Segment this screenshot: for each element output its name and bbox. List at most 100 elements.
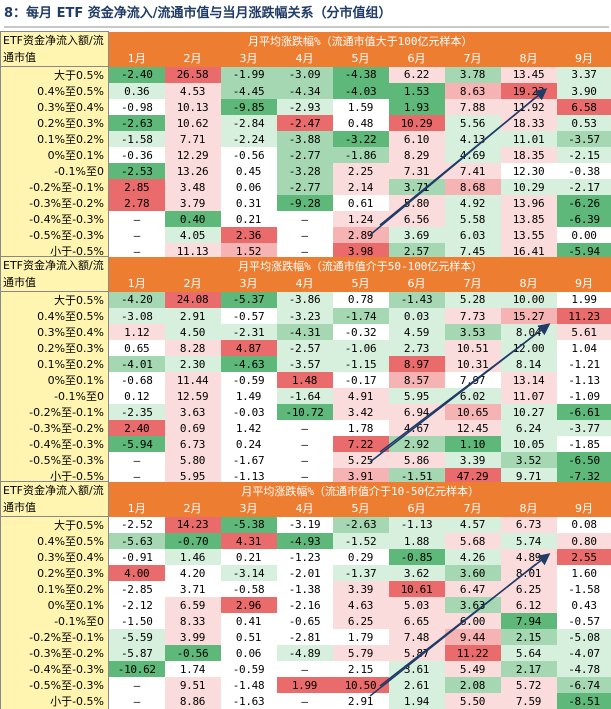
- value-cell: –: [109, 677, 165, 693]
- value-cell: 8.86: [165, 693, 221, 709]
- value-cell: 4.31: [221, 533, 277, 549]
- value-cell: 8.04: [501, 324, 557, 340]
- value-cell: -5.08: [557, 629, 611, 645]
- value-cell: 11.22: [445, 645, 501, 661]
- value-cell: 7.48: [389, 629, 445, 645]
- value-cell: 18.35: [501, 147, 557, 163]
- value-cell: 1.59: [333, 99, 389, 115]
- value-cell: -5.38: [221, 517, 277, 534]
- value-cell: 12.30: [501, 163, 557, 179]
- row-label: 小于-0.5%: [1, 693, 109, 709]
- value-cell: -3.09: [277, 67, 333, 84]
- month-header: 3月: [221, 50, 277, 66]
- row-label: 0%至0.1%: [1, 597, 109, 613]
- month-header: 2月: [165, 275, 221, 291]
- value-cell: 1.10: [445, 436, 501, 452]
- month-header: 5月: [333, 275, 389, 291]
- value-cell: 5.86: [389, 452, 445, 468]
- value-cell: 1.49: [221, 388, 277, 404]
- value-cell: 8.14: [501, 356, 557, 372]
- value-cell: 1.94: [389, 693, 445, 709]
- value-cell: -1.64: [277, 388, 333, 404]
- month-header: 1月: [109, 275, 165, 291]
- value-cell: -1.52: [333, 533, 389, 549]
- value-cell: 6.73: [501, 517, 557, 534]
- value-cell: 1.04: [557, 340, 611, 356]
- value-cell: 0.43: [557, 597, 611, 613]
- row-label: 大于0.5%: [1, 292, 109, 309]
- value-cell: -3.08: [109, 308, 165, 324]
- value-cell: 3.39: [445, 452, 501, 468]
- value-cell: -1.86: [333, 147, 389, 163]
- row-label: -0.5%至-0.3%: [1, 677, 109, 693]
- value-cell: -3.88: [277, 131, 333, 147]
- value-cell: 0.31: [221, 195, 277, 211]
- value-cell: -0.56: [221, 147, 277, 163]
- value-cell: 6.10: [389, 131, 445, 147]
- value-cell: 4.67: [389, 420, 445, 436]
- value-cell: 6.25: [501, 581, 557, 597]
- value-cell: -1.67: [221, 452, 277, 468]
- value-cell: 1.79: [333, 629, 389, 645]
- value-cell: -4.01: [109, 356, 165, 372]
- value-cell: -2.84: [221, 115, 277, 131]
- value-cell: -4.93: [277, 533, 333, 549]
- value-cell: -4.89: [277, 645, 333, 661]
- value-cell: 4.87: [221, 340, 277, 356]
- value-cell: 2.08: [445, 677, 501, 693]
- value-cell: 3.61: [389, 661, 445, 677]
- value-cell: 26.58: [165, 67, 221, 84]
- value-cell: 0.29: [333, 549, 389, 565]
- value-cell: 10.61: [389, 581, 445, 597]
- value-cell: 3.53: [445, 324, 501, 340]
- table-small-cap: ETF资金净流入额/流通市值月平均涨跌幅%（流通市值介于10-50亿元样本）1月…: [0, 481, 611, 709]
- value-cell: -5.63: [109, 533, 165, 549]
- value-cell: -2.77: [277, 147, 333, 163]
- month-header: 2月: [165, 50, 221, 66]
- month-header: 5月: [333, 50, 389, 66]
- value-cell: 7.73: [445, 308, 501, 324]
- value-cell: 2.61: [389, 677, 445, 693]
- value-cell: 1.93: [389, 99, 445, 115]
- row-label: -0.1%至0: [1, 163, 109, 179]
- month-header: 3月: [221, 275, 277, 291]
- value-cell: -3.14: [221, 565, 277, 581]
- value-cell: 4.91: [333, 388, 389, 404]
- value-cell: -10.72: [277, 404, 333, 420]
- month-header: 8月: [501, 275, 557, 291]
- value-cell: -1.06: [333, 340, 389, 356]
- value-cell: 5.56: [445, 115, 501, 131]
- value-cell: 2.85: [109, 179, 165, 195]
- value-cell: 4.89: [501, 549, 557, 565]
- value-cell: 6.59: [165, 597, 221, 613]
- value-cell: 10.31: [445, 356, 501, 372]
- month-header: 9月: [557, 50, 611, 66]
- month-header: 4月: [277, 275, 333, 291]
- row-label: -0.2%至-0.1%: [1, 179, 109, 195]
- value-cell: –: [277, 436, 333, 452]
- value-cell: -0.36: [109, 147, 165, 163]
- value-cell: 0.36: [109, 83, 165, 99]
- value-cell: 11.44: [165, 372, 221, 388]
- value-cell: 1.48: [277, 372, 333, 388]
- row-label: 0.1%至0.2%: [1, 581, 109, 597]
- value-cell: 2.96: [221, 597, 277, 613]
- value-cell: -2.01: [277, 565, 333, 581]
- value-cell: 2.73: [389, 340, 445, 356]
- row-label: 大于0.5%: [1, 517, 109, 534]
- row-label: 0.3%至0.4%: [1, 99, 109, 115]
- value-cell: –: [277, 420, 333, 436]
- value-cell: 0.00: [557, 227, 611, 243]
- value-cell: -0.56: [165, 645, 221, 661]
- value-cell: 2.17: [501, 661, 557, 677]
- value-cell: -1.50: [109, 613, 165, 629]
- value-cell: -1.13: [389, 517, 445, 534]
- value-cell: 6.73: [165, 436, 221, 452]
- value-cell: 3.79: [165, 195, 221, 211]
- value-cell: 0.24: [221, 436, 277, 452]
